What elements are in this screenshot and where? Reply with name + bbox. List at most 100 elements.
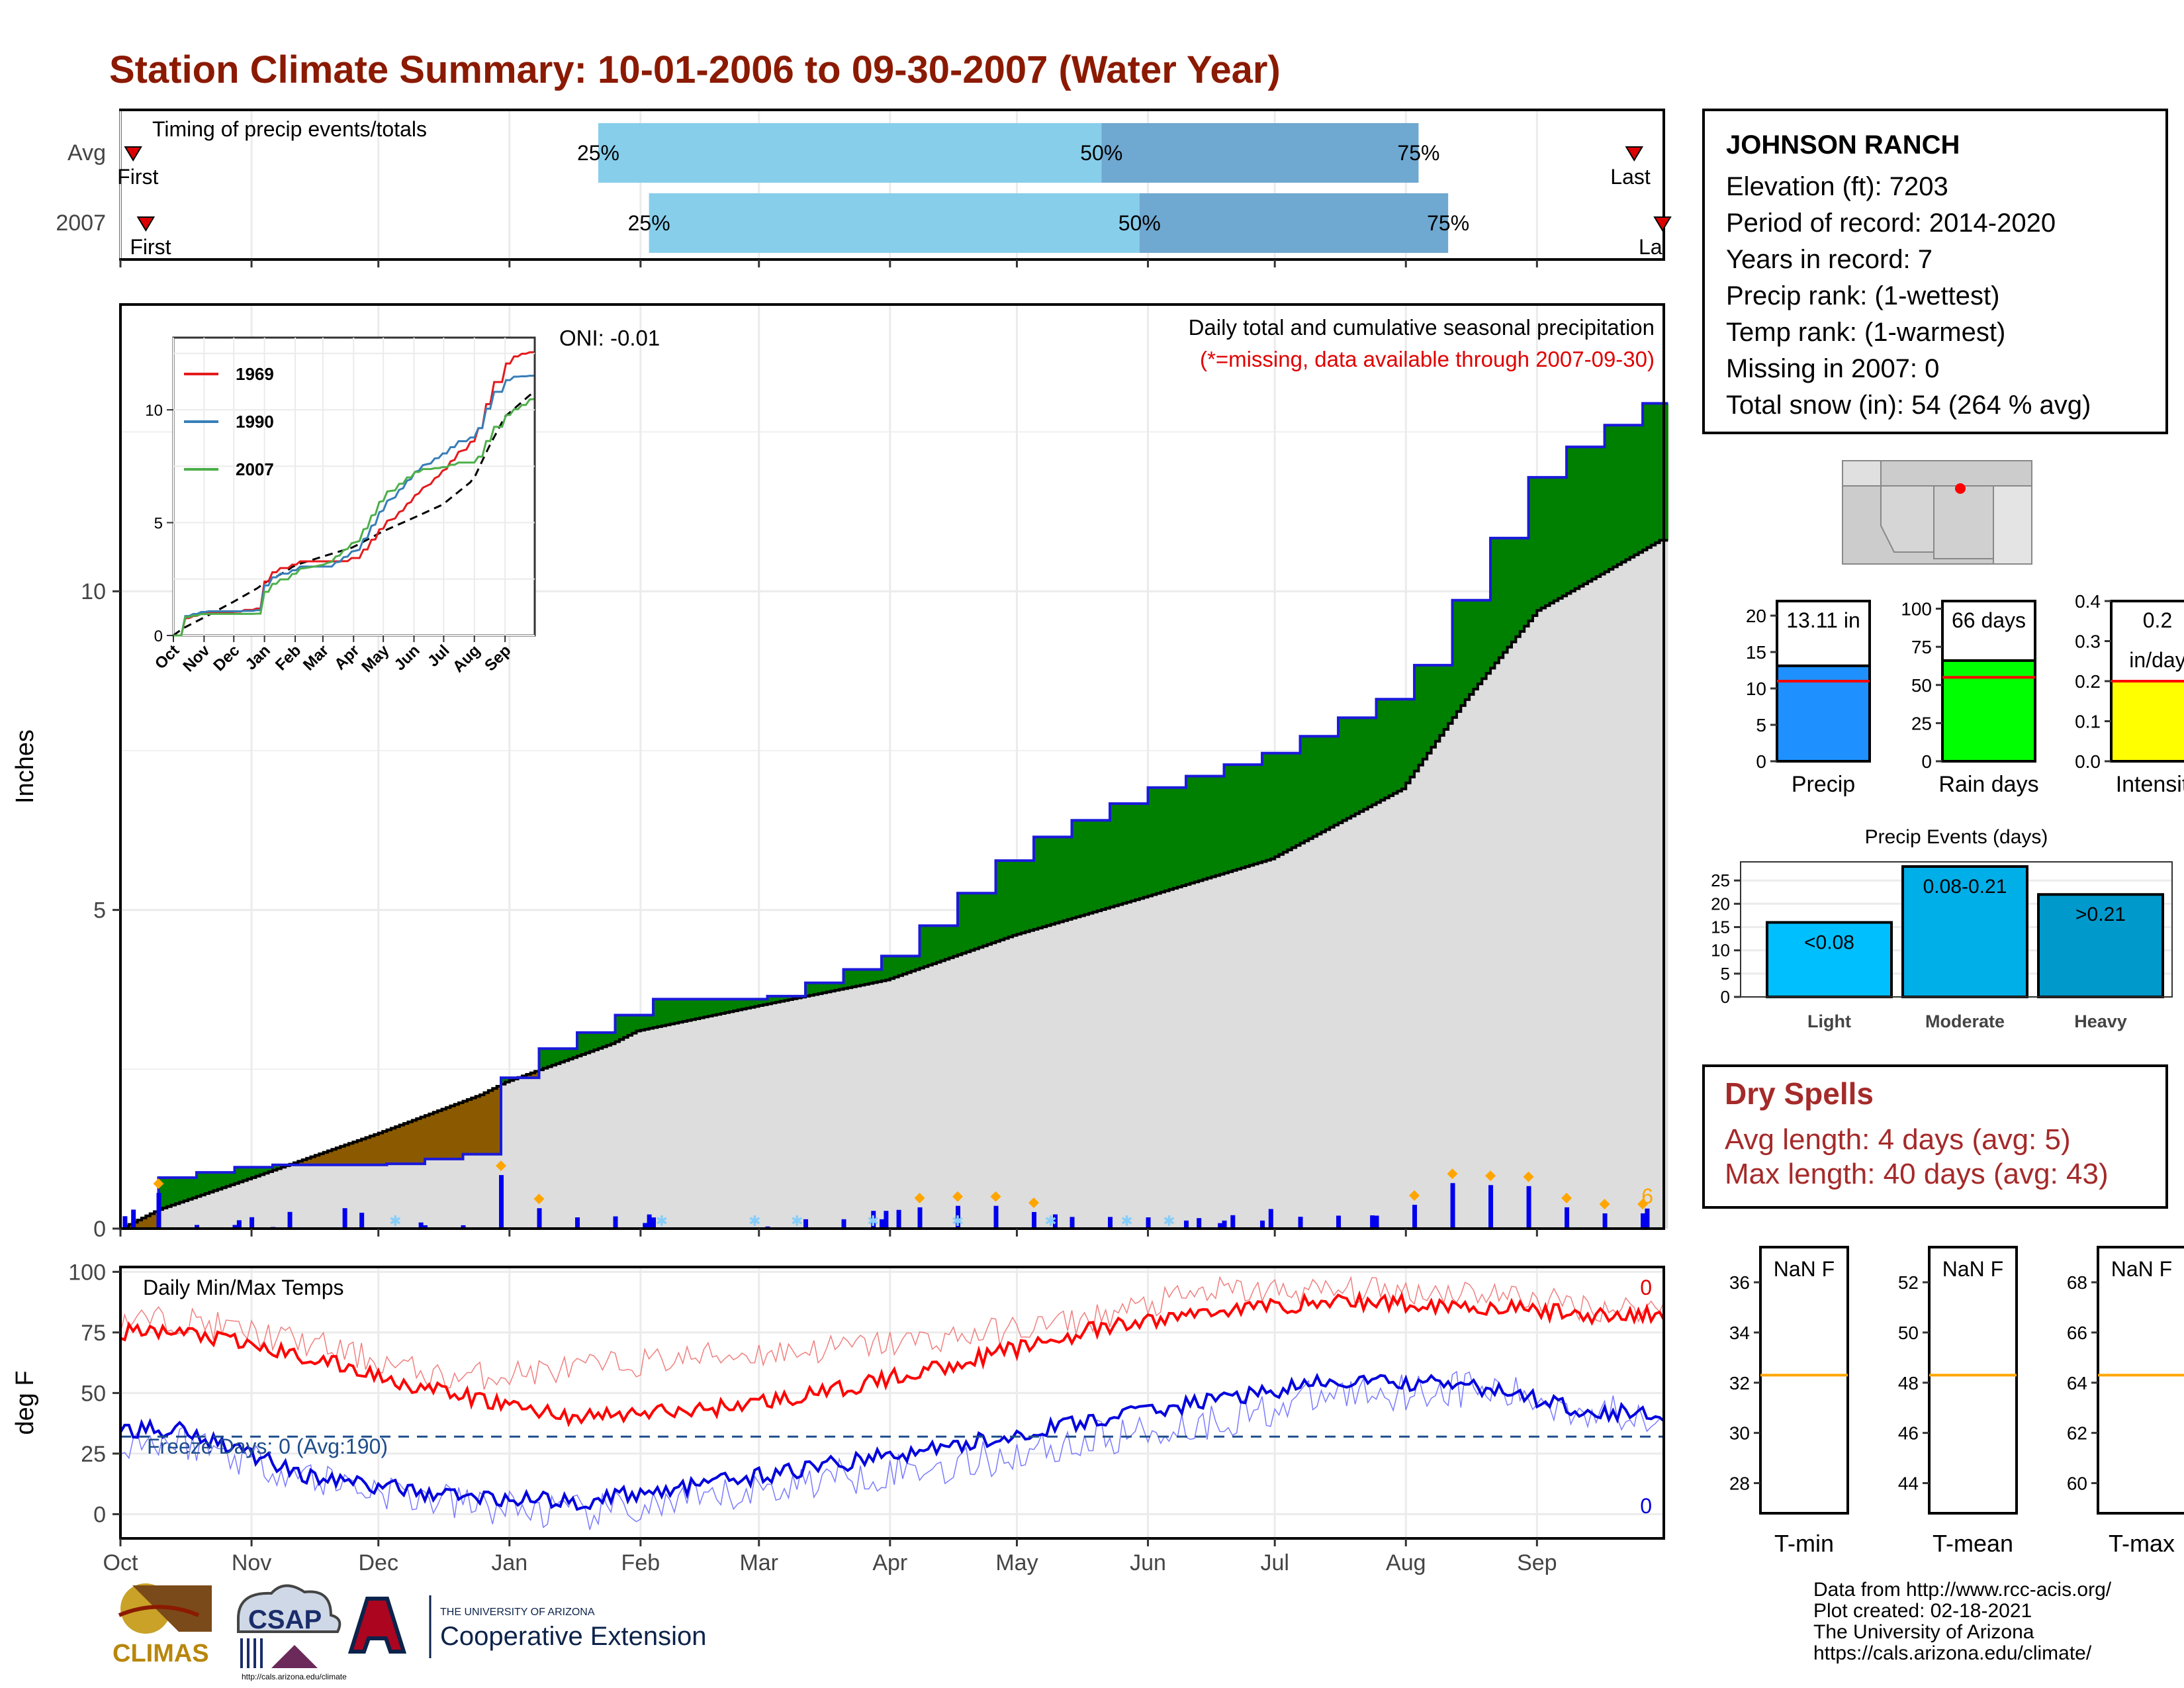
month-label: Jul: [1260, 1550, 1289, 1575]
above-avg-fill: [962, 893, 967, 954]
above-avg-fill: [197, 1172, 201, 1197]
above-avg-fill: [594, 1032, 599, 1051]
temp-gauge-tick-label: 34: [1729, 1323, 1750, 1343]
above-avg-fill: [1524, 538, 1529, 626]
above-avg-fill: [1068, 837, 1073, 919]
above-avg-fill: [902, 956, 907, 974]
above-avg-fill: [958, 893, 962, 955]
daily-precip-bar: [613, 1216, 618, 1229]
heavy-precip-marker: [496, 1160, 507, 1172]
above-avg-fill: [1186, 776, 1191, 885]
below-avg-fill: [298, 1161, 303, 1165]
last-event-marker: [1653, 216, 1672, 232]
below-avg-fill: [323, 1152, 328, 1165]
climas-text: CLIMAS: [113, 1640, 209, 1667]
inset-y-tick-label: 10: [145, 402, 163, 420]
event-category: Moderate: [1925, 1011, 2005, 1031]
snow-icon: ✱: [1044, 1213, 1056, 1229]
gauge-tick-label: 10: [1746, 679, 1766, 699]
above-avg-fill: [1634, 425, 1639, 555]
heavy-precip-marker: [1028, 1197, 1040, 1208]
event-bar: [1766, 921, 1893, 998]
above-avg-fill: [1367, 718, 1373, 808]
above-avg-fill: [1165, 787, 1169, 891]
above-avg-fill: [1469, 600, 1474, 694]
above-avg-fill: [1224, 765, 1229, 873]
above-avg-fill: [1089, 820, 1093, 914]
gauge-tick-label: 20: [1746, 606, 1766, 626]
above-avg-fill: [987, 893, 992, 945]
above-avg-fill: [1592, 447, 1597, 579]
above-avg-fill: [716, 999, 721, 1015]
above-avg-fill: [1376, 699, 1381, 803]
above-avg-fill: [606, 1032, 612, 1046]
above-avg-fill: [898, 956, 903, 976]
precip-y-tick-label: 5: [93, 898, 106, 923]
above-avg-fill: [818, 982, 823, 994]
daily-precip-bar: [993, 1205, 999, 1229]
above-avg-fill: [1355, 718, 1360, 814]
above-avg-fill: [1287, 753, 1293, 850]
month-label: Jun: [1130, 1550, 1166, 1575]
above-avg-fill: [1638, 425, 1643, 553]
last-event-label: La: [1639, 235, 1662, 259]
above-avg-fill: [1101, 820, 1107, 910]
events-tick-label: 0: [1721, 987, 1730, 1007]
heavy-precip-marker: [1409, 1190, 1420, 1201]
above-avg-fill: [1308, 736, 1314, 839]
above-avg-fill: [268, 1167, 273, 1172]
snow-icon: ✱: [656, 1213, 668, 1229]
temp-gauge-tick-label: 36: [1729, 1272, 1750, 1293]
above-avg-fill: [1507, 538, 1512, 647]
above-avg-fill: [1549, 477, 1555, 604]
snow-icon: ✱: [952, 1213, 964, 1229]
oni-label: ONI: -0.01: [559, 326, 660, 350]
below-avg-fill: [141, 1217, 146, 1229]
above-avg-fill: [1325, 736, 1330, 830]
above-avg-fill: [1114, 804, 1119, 906]
last-event-label: Last: [1610, 165, 1651, 189]
above-avg-fill: [264, 1167, 269, 1174]
below-avg-fill: [310, 1156, 316, 1165]
below-avg-fill: [390, 1128, 396, 1164]
heavy-precip-marker: [533, 1194, 545, 1205]
above-avg-fill: [1388, 699, 1394, 796]
snow-icon: ✱: [1120, 1213, 1132, 1229]
above-avg-fill: [1021, 861, 1026, 933]
daily-precip-bar: [956, 1205, 961, 1229]
above-avg-fill: [763, 999, 768, 1005]
daily-precip-bar: [1108, 1217, 1113, 1229]
timing-p50-label: 50%: [1118, 211, 1161, 235]
above-avg-fill: [978, 893, 983, 948]
above-avg-fill: [590, 1032, 595, 1052]
above-avg-fill: [1084, 820, 1089, 915]
csap-logo: CSAP http://cals.arizona.edu/climate: [237, 1584, 347, 1681]
gauge-value-label: 13.11 in: [1786, 608, 1860, 632]
above-avg-fill: [974, 893, 979, 949]
above-avg-fill: [234, 1167, 240, 1184]
above-avg-fill: [1262, 753, 1267, 862]
avg-cumulative-line: [120, 539, 1668, 1230]
above-avg-fill: [649, 1015, 654, 1029]
timing-row-label: Avg: [68, 140, 106, 165]
below-avg-fill: [369, 1136, 375, 1165]
below-avg-fill: [383, 1131, 388, 1165]
above-avg-fill: [674, 999, 679, 1023]
gauge-bar: [2110, 680, 2184, 763]
above-avg-fill: [737, 999, 743, 1010]
timing-p25-label: 25%: [628, 211, 670, 235]
below-avg-fill: [471, 1098, 477, 1154]
tmin-line: [119, 1372, 1665, 1511]
above-avg-fill: [1579, 447, 1584, 586]
gauge-value-label: 0.2: [2143, 608, 2172, 632]
info-line: Temp rank: (1-warmest): [1726, 318, 2006, 347]
observed-cumulative-line: [120, 402, 1668, 1230]
event-bar-label: >0.21: [2075, 904, 2126, 925]
temp-gauge-name: T-max: [2109, 1530, 2175, 1557]
above-avg-fill: [547, 1049, 553, 1067]
station-marker: [1955, 483, 1966, 494]
above-avg-fill: [852, 969, 857, 987]
above-avg-fill: [712, 999, 717, 1015]
above-avg-fill: [501, 1078, 506, 1084]
daily-precip-bar: [1488, 1185, 1494, 1229]
